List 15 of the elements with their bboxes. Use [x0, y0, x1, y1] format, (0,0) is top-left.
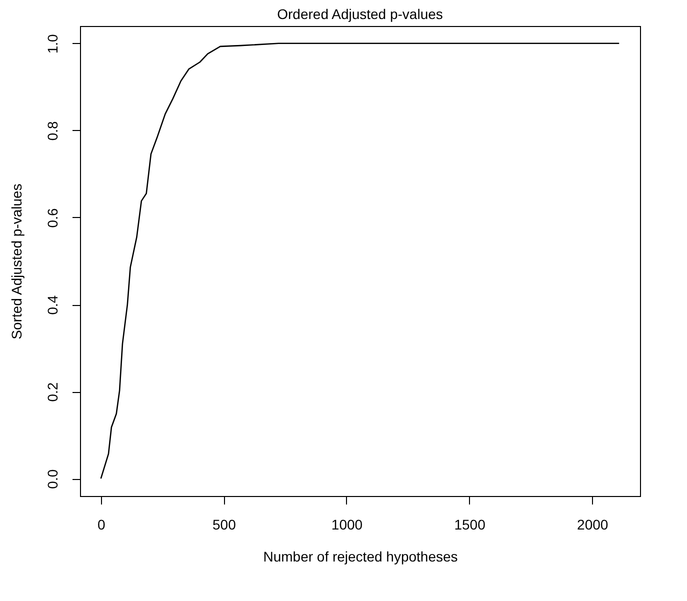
y-tick-label: 0.0	[44, 469, 60, 489]
y-axis-title: Sorted Adjusted p-values	[8, 184, 24, 340]
y-tick-label: 0.4	[44, 295, 60, 315]
chart-title: Ordered Adjusted p-values	[277, 6, 443, 22]
y-tick-label: 0.6	[44, 208, 60, 228]
x-tick-label: 0	[97, 516, 106, 532]
x-tick-label: 500	[212, 516, 236, 532]
x-tick-label: 1000	[331, 516, 363, 532]
x-tick-label: 1500	[454, 516, 486, 532]
x-axis-title: Number of rejected hypotheses	[263, 548, 458, 564]
x-tick-label: 2000	[577, 516, 608, 532]
y-tick-label: 0.8	[44, 121, 60, 141]
y-tick-label: 1.0	[44, 34, 60, 54]
y-tick-label: 0.2	[44, 382, 60, 402]
line-series	[100, 42, 620, 480]
